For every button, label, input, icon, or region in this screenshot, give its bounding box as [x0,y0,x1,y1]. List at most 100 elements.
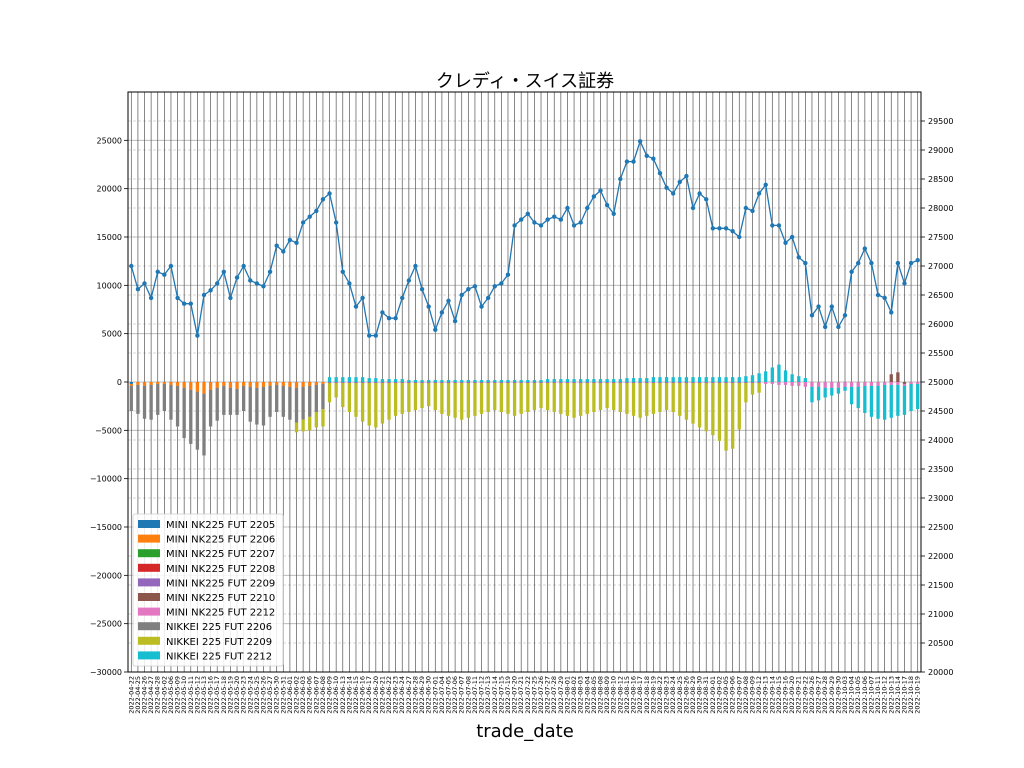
price-point [651,156,656,161]
bar [526,382,530,412]
x-tick-label: 2022-05-25 [253,676,261,714]
x-tick-label: 2022-04-25 [134,676,142,714]
bar [215,387,219,421]
bar [235,388,239,415]
x-tick-label: 2022-06-09 [326,676,334,714]
price-point [730,229,735,234]
price-point [327,191,332,196]
x-tick-label: 2022-10-17 [900,676,908,714]
bar [136,384,140,414]
bar [156,382,160,384]
bar [664,377,669,382]
bar [228,387,233,415]
bar [268,385,272,417]
y2-tick-label: 21000 [928,610,953,619]
bar [909,383,913,411]
price-point [763,182,768,187]
bar [605,379,609,382]
price-point [340,269,345,274]
bar [433,382,437,411]
bar [440,380,444,382]
bar [248,382,252,387]
bar [453,382,457,418]
legend-swatch [138,563,160,572]
price-point [690,205,696,211]
y2-tick-label: 23500 [928,465,953,474]
bar [585,379,589,382]
x-tick-label: 2022-06-23 [392,676,400,714]
price-point [644,153,649,158]
bar [552,382,556,383]
price-point [168,263,174,269]
bar [182,382,186,388]
x-tick-label: 2022-07-12 [478,676,486,714]
bar [896,384,900,416]
bar [876,385,880,419]
price-point [723,226,729,231]
bar [301,386,305,420]
bar [288,382,292,387]
bar [598,382,603,383]
bar [843,386,847,391]
price-point [261,284,266,289]
bar [816,386,821,401]
x-tick-label: 2022-08-29 [689,676,697,714]
bar [645,382,649,416]
bar [519,382,523,383]
price-point [856,260,861,266]
bar [777,382,781,385]
price-point [221,269,227,274]
x-tick-label: 2022-08-25 [676,676,684,714]
bar [241,382,246,386]
price-point [816,304,821,309]
y2-tick-label: 22500 [928,523,953,532]
bar [539,382,543,383]
bar [697,382,702,383]
price-point [459,292,464,298]
bar [545,382,550,411]
price-point [578,220,583,225]
bar [446,382,451,416]
price-point [254,281,260,286]
x-tick-label: 2022-06-30 [425,676,433,714]
bar [400,382,404,414]
price-point [393,316,398,321]
x-tick-label: 2022-08-10 [610,676,618,714]
bar [479,380,484,382]
bar [896,382,900,385]
bar [585,382,589,383]
bar [638,382,642,383]
price-point [155,269,160,274]
bar [744,376,748,382]
x-tick-label: 2022-08-22 [656,676,664,714]
bar [374,382,378,428]
x-tick-label: 2022-06-08 [319,676,327,714]
bar [499,382,504,383]
bar [228,382,233,388]
bar [598,382,603,411]
x-tick-label: 2022-07-13 [484,676,492,714]
y-tick-label: 5000 [102,330,122,339]
x-tick-label: 2022-09-13 [762,676,770,714]
x-tick-label: 2022-05-30 [273,676,281,714]
x-tick-label: 2022-10-06 [861,676,869,714]
bar [737,382,741,383]
bar [572,382,576,418]
bar [407,380,411,382]
bar [473,382,477,383]
bar [572,379,576,382]
bar [704,382,708,432]
bar [195,391,200,450]
price-point [274,243,279,248]
price-point [433,327,438,332]
bar [413,382,418,411]
bar [308,385,312,417]
x-tick-label: 2022-08-17 [636,676,644,714]
bar [314,411,318,428]
bar [149,384,153,420]
bar [519,382,523,414]
price-point [776,223,782,228]
price-point [360,295,365,301]
x-tick-label: 2022-05-19 [226,676,234,714]
bar [803,378,808,382]
